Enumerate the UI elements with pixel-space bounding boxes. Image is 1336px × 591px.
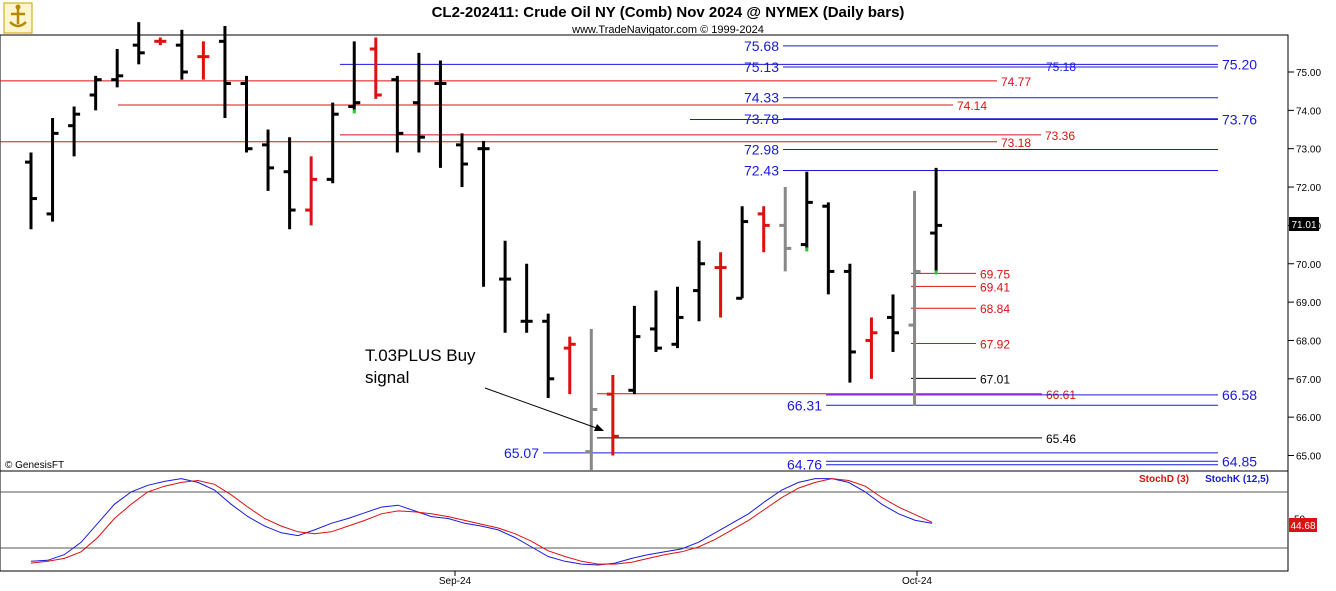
ohlc-bar bbox=[779, 187, 792, 272]
ohlc-bar bbox=[843, 263, 856, 383]
ohlc-bar bbox=[714, 252, 727, 318]
ohlc-bar bbox=[628, 305, 641, 395]
price-level-label: 74.14 bbox=[957, 99, 987, 113]
price-level-label: 69.75 bbox=[980, 267, 1010, 281]
y-tick-label: 67.00 bbox=[1296, 375, 1321, 386]
price-level-label: 73.78 bbox=[744, 111, 779, 127]
y-tick-label: 73.00 bbox=[1296, 145, 1321, 156]
ohlc-bar bbox=[757, 206, 770, 253]
signal-mark bbox=[934, 270, 938, 275]
price-level-label: 73.36 bbox=[1045, 129, 1075, 143]
ohlc-bar bbox=[262, 129, 275, 191]
ohlc-bar bbox=[865, 317, 878, 379]
price-level-label: 68.84 bbox=[980, 302, 1010, 316]
ohlc-bar bbox=[111, 48, 124, 88]
price-level-label: 75.18 bbox=[1046, 60, 1076, 74]
price-level-label: 74.77 bbox=[1001, 75, 1031, 89]
ohlc-bar bbox=[520, 263, 533, 333]
y-tick-label: 65.00 bbox=[1296, 452, 1321, 463]
chart-title: CL2-202411: Crude Oil NY (Comb) Nov 2024… bbox=[432, 4, 905, 21]
ohlc-bar bbox=[25, 152, 37, 230]
ohlc-bar bbox=[305, 156, 318, 226]
ohlc-bar bbox=[563, 336, 576, 395]
y-tick-label: 72.00 bbox=[1296, 183, 1321, 194]
ohlc-bar bbox=[736, 206, 749, 300]
ohlc-bar bbox=[326, 102, 339, 184]
stoch-legend-entry: StochK (12,5) bbox=[1205, 474, 1269, 485]
price-level-label: 73.18 bbox=[1001, 136, 1031, 150]
ohlc-bar bbox=[369, 37, 382, 99]
ohlc-bar bbox=[930, 167, 943, 272]
ohlc-bar bbox=[218, 25, 231, 119]
stoch-series-line bbox=[30, 478, 933, 566]
ohlc-bar bbox=[283, 137, 296, 230]
ohlc-bar bbox=[456, 133, 468, 188]
last-stoch-tag bbox=[1289, 518, 1317, 532]
ohlc-bar bbox=[154, 37, 167, 46]
y-tick-label: 70.00 bbox=[1296, 260, 1321, 271]
ohlc-bar bbox=[606, 374, 619, 456]
ohlc-bar bbox=[391, 75, 404, 153]
price-level-label: 75.68 bbox=[744, 38, 779, 54]
price-level-label: 66.58 bbox=[1222, 387, 1257, 403]
watermark-text: © GenesisFT bbox=[5, 460, 64, 471]
ohlc-bar bbox=[46, 118, 59, 222]
ohlc-bar bbox=[693, 240, 706, 322]
ohlc-bar bbox=[887, 294, 899, 352]
price-level-label: 67.92 bbox=[980, 338, 1010, 352]
price-level-label: 66.31 bbox=[787, 397, 822, 413]
price-level-label: 65.07 bbox=[504, 445, 539, 461]
ohlc-bar bbox=[68, 106, 81, 157]
ohlc-bar bbox=[585, 328, 598, 471]
ohlc-bar bbox=[499, 240, 512, 333]
last-price-tag bbox=[1289, 217, 1319, 231]
ohlc-bar bbox=[175, 29, 188, 80]
price-level-label: 72.43 bbox=[744, 163, 779, 179]
annotation-arrow bbox=[484, 387, 604, 431]
chart-subtitle: www.TradeNavigator.com © 1999-2024 bbox=[571, 24, 764, 36]
ohlc-bar bbox=[822, 202, 835, 295]
ohlc-bar bbox=[671, 286, 684, 349]
ohlc-bar bbox=[132, 22, 145, 65]
x-tick-label: Oct-24 bbox=[902, 576, 932, 587]
ohlc-bar bbox=[89, 75, 102, 111]
y-tick-label: 66.00 bbox=[1296, 413, 1321, 424]
price-level-label: 67.01 bbox=[980, 372, 1010, 386]
price-level-label: 69.41 bbox=[980, 280, 1010, 294]
ohlc-bar bbox=[542, 313, 555, 398]
ohlc-bar bbox=[434, 60, 447, 168]
signal-mark bbox=[352, 109, 356, 114]
annotation-line2: signal bbox=[365, 368, 409, 387]
price-level-label: 72.98 bbox=[744, 141, 779, 157]
y-tick-label: 68.00 bbox=[1296, 336, 1321, 347]
price-level-label: 75.20 bbox=[1222, 56, 1257, 72]
last-price-label: 71.01 bbox=[1291, 220, 1316, 231]
stoch-legend-entry: StochD (3) bbox=[1139, 474, 1189, 485]
price-level-label: 64.85 bbox=[1222, 453, 1257, 469]
price-level-label: 74.33 bbox=[744, 90, 779, 106]
price-level-label: 64.76 bbox=[787, 457, 822, 473]
y-tick-label: 75.00 bbox=[1296, 68, 1321, 79]
ohlc-bar bbox=[908, 190, 921, 406]
last-stoch-label: 44.68 bbox=[1290, 521, 1315, 532]
ohlc-bar bbox=[477, 141, 490, 287]
y-tick-label: 74.00 bbox=[1296, 106, 1321, 117]
stoch-pane-frame bbox=[0, 470, 1289, 572]
price-level-label: 65.46 bbox=[1046, 432, 1076, 446]
ohlc-bar bbox=[197, 41, 210, 80]
logo-icon bbox=[3, 2, 33, 34]
price-level-label: 73.76 bbox=[1222, 112, 1257, 128]
ohlc-bar bbox=[800, 171, 813, 249]
ohlc-bar bbox=[412, 52, 425, 153]
y-tick-label: 69.00 bbox=[1296, 298, 1321, 309]
ohlc-bar bbox=[649, 290, 662, 352]
ohlc-bar bbox=[348, 41, 361, 111]
x-tick-label: Sep-24 bbox=[439, 576, 472, 587]
annotation-line1: T.03PLUS Buy bbox=[365, 346, 476, 365]
ohlc-bar bbox=[240, 75, 253, 153]
signal-mark bbox=[805, 247, 809, 252]
price-level-label: 75.13 bbox=[744, 59, 779, 75]
stoch-series-line bbox=[30, 478, 933, 565]
